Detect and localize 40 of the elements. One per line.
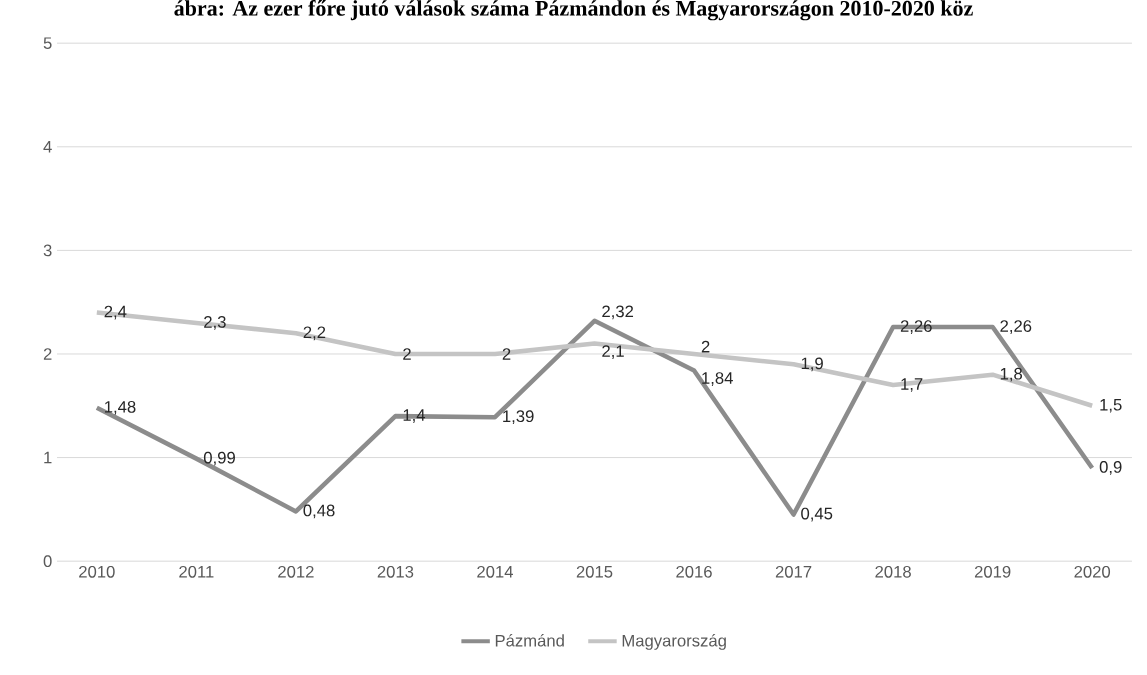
legend-label: Magyarország (622, 634, 726, 650)
data-label: 2 (403, 348, 411, 360)
chart-title: ábra: Az ezer főre jutó válások száma Pázmándon és Magyarországon 2010-2020 köz (174, 0, 973, 21)
data-label: 2 (502, 348, 511, 360)
data-label: 1,7 (901, 378, 923, 392)
data-label: 2,4 (104, 305, 127, 320)
x-tick-label: 2014 (477, 565, 514, 578)
data-label: 0,48 (303, 504, 335, 519)
data-label: 1,84 (702, 372, 733, 386)
legend-label: Pázmánd (495, 634, 564, 647)
data-label: 0,45 (801, 507, 833, 522)
data-label: 1,8 (1000, 367, 1023, 382)
x-tick-label: 2012 (278, 565, 314, 578)
data-label: 2,1 (602, 345, 624, 359)
x-tick-label: 2015 (576, 565, 613, 578)
x-tick-label: 2018 (875, 565, 911, 578)
data-label: 0,9 (1099, 460, 1122, 475)
y-tick-label: 4 (43, 140, 52, 153)
x-tick-label: 2017 (775, 565, 812, 578)
data-label: 2,3 (204, 315, 226, 330)
x-tick-label: 2019 (974, 565, 1011, 578)
data-label: 1,39 (503, 410, 534, 424)
data-label: 2,2 (303, 326, 326, 341)
y-tick-label: 1 (44, 451, 52, 464)
data-label: 0,99 (203, 451, 235, 466)
x-tick-label: 2020 (1074, 565, 1111, 578)
y-tick-label: 5 (43, 37, 52, 49)
x-tick-label: 2010 (79, 565, 115, 578)
data-label: 1,48 (105, 400, 136, 415)
data-label: 2,32 (602, 305, 634, 320)
x-tick-label: 2016 (676, 565, 712, 578)
data-label: 1,9 (801, 357, 823, 372)
x-tick-label: 2013 (377, 565, 414, 578)
y-tick-label: 2 (43, 348, 52, 360)
x-tick-label: 2011 (179, 565, 214, 578)
y-tick-label: 0 (43, 555, 52, 567)
data-label: 2 (701, 340, 710, 353)
y-tick-label: 3 (43, 244, 52, 257)
data-label: 2,26 (1000, 320, 1032, 334)
data-label: 1,5 (1100, 398, 1122, 413)
